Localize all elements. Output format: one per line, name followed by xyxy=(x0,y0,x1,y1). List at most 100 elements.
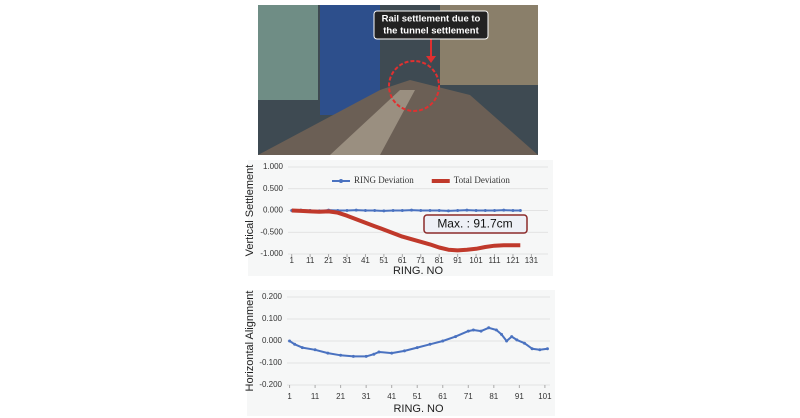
point xyxy=(391,209,395,212)
point xyxy=(377,350,381,354)
y-axis-title: Vertical Settlement xyxy=(244,165,256,257)
highlight-circle xyxy=(388,60,440,112)
point xyxy=(465,208,469,212)
point xyxy=(402,349,406,353)
y-tick-label: -0.100 xyxy=(259,358,282,367)
point xyxy=(483,209,487,212)
photo-annotation: Rail settlement due to xyxy=(382,14,481,25)
series-line xyxy=(291,208,521,253)
y-tick-label: 0.500 xyxy=(263,184,284,193)
point xyxy=(456,209,460,212)
point xyxy=(471,328,475,332)
point xyxy=(326,351,330,355)
x-tick-label: 41 xyxy=(361,256,370,265)
point xyxy=(502,208,506,212)
x-tick-label: 21 xyxy=(324,256,333,265)
x-tick-label: 91 xyxy=(453,256,462,265)
annotation: Max. : 91.7cm xyxy=(437,217,512,231)
point xyxy=(437,209,441,212)
point xyxy=(345,209,349,212)
point xyxy=(415,346,419,350)
point xyxy=(538,348,542,352)
x-axis-title: RING. NO xyxy=(393,403,444,415)
point xyxy=(518,209,522,212)
x-tick-label: 31 xyxy=(343,256,352,265)
y-tick-label: 0.100 xyxy=(262,314,283,323)
point xyxy=(313,348,317,352)
point xyxy=(382,209,386,213)
point xyxy=(372,352,376,356)
point xyxy=(511,209,515,212)
x-tick-label: 61 xyxy=(398,256,407,265)
x-tick-label: 71 xyxy=(464,392,473,401)
arrow-head xyxy=(426,56,436,63)
legend-label: Total Deviation xyxy=(454,175,511,185)
x-tick-label: 1 xyxy=(287,392,292,401)
x-tick-label: 111 xyxy=(488,256,501,265)
x-tick-label: 11 xyxy=(306,256,315,265)
point xyxy=(419,209,423,212)
x-tick-label: 51 xyxy=(413,392,422,401)
y-tick-label: -1.000 xyxy=(260,249,283,258)
y-tick-label: -0.200 xyxy=(259,380,282,389)
point xyxy=(487,326,491,330)
point xyxy=(474,209,478,212)
y-axis-title: Horizontal Alignment xyxy=(244,291,256,392)
point xyxy=(466,329,470,333)
point xyxy=(530,347,534,351)
point xyxy=(363,209,367,212)
y-tick-label: -0.500 xyxy=(260,227,283,236)
x-tick-label: 101 xyxy=(469,256,483,265)
point xyxy=(300,346,304,350)
point xyxy=(390,351,394,355)
x-tick-label: 71 xyxy=(416,256,425,265)
photo: Rail settlement due to the tunnel settle… xyxy=(258,5,538,155)
point xyxy=(441,339,445,343)
y-tick-label: 1.000 xyxy=(263,162,284,171)
point xyxy=(522,341,526,345)
x-tick-label: 121 xyxy=(506,256,520,265)
legend-marker xyxy=(438,179,443,183)
point xyxy=(479,329,483,333)
point xyxy=(410,208,414,212)
x-tick-label: 101 xyxy=(538,392,552,401)
y-tick-label: 0.000 xyxy=(263,206,284,215)
point xyxy=(288,339,292,343)
legend-marker xyxy=(339,179,343,183)
point xyxy=(545,347,549,351)
y-tick-label: 0.200 xyxy=(262,292,283,301)
x-tick-label: 1 xyxy=(289,256,294,265)
point xyxy=(505,339,509,343)
legend-label: RING Deviation xyxy=(354,175,414,185)
plot-bg xyxy=(247,290,555,416)
point xyxy=(515,338,519,342)
x-axis-title: RING. NO xyxy=(393,265,444,277)
point xyxy=(494,328,498,332)
photo-rail xyxy=(330,90,415,155)
point xyxy=(351,354,355,358)
point xyxy=(493,209,497,212)
x-tick-label: 81 xyxy=(435,256,444,265)
point xyxy=(499,332,503,336)
point xyxy=(364,354,368,358)
x-tick-label: 21 xyxy=(336,392,345,401)
point xyxy=(446,209,450,213)
x-tick-label: 41 xyxy=(387,392,396,401)
point xyxy=(354,208,358,212)
x-tick-label: 81 xyxy=(489,392,498,401)
x-tick-label: 11 xyxy=(311,392,320,401)
annotation-box xyxy=(423,214,528,234)
x-tick-label: 131 xyxy=(525,256,539,265)
photo-machine xyxy=(258,5,318,100)
point xyxy=(373,209,377,212)
point xyxy=(339,353,343,357)
point xyxy=(293,342,297,346)
point xyxy=(510,335,514,339)
point xyxy=(428,342,432,346)
x-tick-label: 61 xyxy=(438,392,447,401)
x-tick-label: 51 xyxy=(379,256,388,265)
x-tick-label: 31 xyxy=(362,392,371,401)
point xyxy=(454,335,458,339)
photo-annotation: the tunnel settlement xyxy=(383,26,479,37)
